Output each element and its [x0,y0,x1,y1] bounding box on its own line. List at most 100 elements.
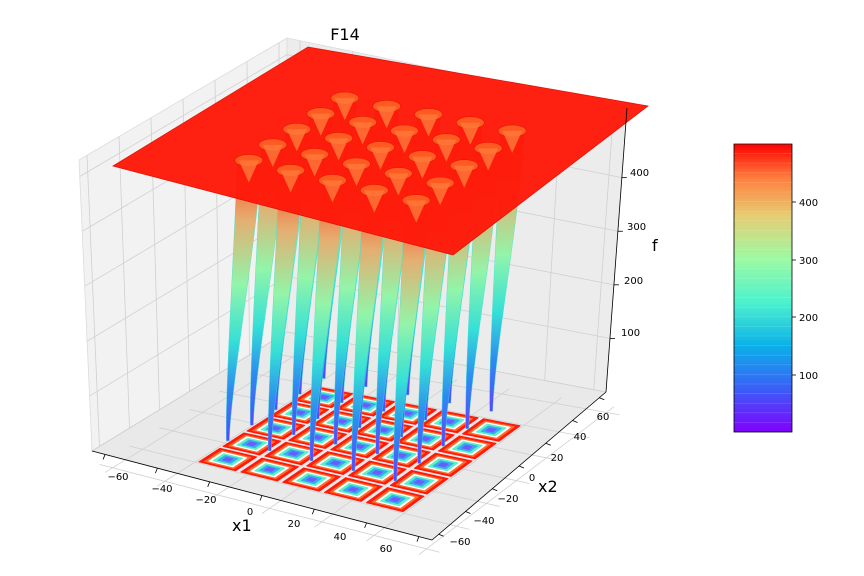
f-tick: 200 [624,276,643,287]
well-funnel [352,122,373,145]
well-funnel [280,170,301,193]
x1-tick: −20 [195,495,216,506]
contour-ring [330,460,341,466]
well-funnel [436,139,457,162]
x1-tick: 0 [247,507,253,518]
contour-ring [288,451,300,456]
colorbar-tick-label: 300 [799,256,818,267]
x2-tick: 40 [574,432,587,443]
colorbar-tick-label: 200 [799,313,818,324]
contour-ring [419,436,431,442]
tick-mark [465,511,471,514]
contour-ring [413,479,425,485]
x1-tick: −40 [151,484,172,495]
colorbar-gradient [733,143,793,433]
tick-mark [572,420,578,423]
well-funnel [364,190,385,213]
well-funnel [328,138,349,161]
grid-line [593,105,615,390]
x2-tick: 60 [597,412,610,423]
contour-ring [336,419,348,424]
contour-ring [270,425,282,431]
contour-ring [378,427,389,433]
well-funnel [322,180,343,203]
surface-well [351,186,387,472]
well-funnel [238,160,259,183]
well-funnel [430,183,451,206]
well-funnel [388,173,409,196]
contour-ring [371,470,383,476]
f-tick: 400 [630,168,649,179]
x2-tick: 0 [529,473,535,484]
tick-mark [438,533,444,537]
x1-tick: −60 [107,472,128,483]
chart-title: F14 [330,25,360,44]
colorbar-tick-label: 100 [799,371,818,382]
well-funnel [418,114,439,137]
well-funnel [376,106,397,129]
tick-mark [259,495,263,501]
grid-line [91,331,607,452]
contour-ring [318,394,330,400]
well-funnel [370,147,391,170]
x2-tick-labels: −60 −40 −20 0 20 40 60 [449,412,609,548]
surface-well [226,156,262,442]
tick-mark [364,522,367,529]
x2-tick: −20 [497,494,518,505]
well-funnel [334,98,355,121]
tick-mark [102,454,106,460]
f-tick-labels: 100 200 300 400 [621,168,649,339]
x1-axis-label: x1 [232,516,252,535]
well-funnel [262,144,283,167]
well-funnel [460,122,481,145]
contour-ring [360,403,372,408]
tick-mark [518,465,525,469]
grid-line [86,155,100,447]
x2-tick: −60 [449,537,470,548]
well-funnel [310,113,331,136]
f-axis-label: f [652,236,658,255]
well-funnel [286,129,307,152]
tick-mark [311,509,315,515]
grid-line [366,397,562,542]
contour-ring [354,444,365,449]
colorbar-tick-label: 400 [799,198,818,209]
f-tick: 300 [627,222,646,233]
well-funnel [406,200,427,223]
contour-ring [443,419,455,425]
colorbar-ticks [792,201,796,376]
well-funnel [454,165,475,188]
f-axis-line [605,107,628,393]
contour-ring [294,410,306,416]
surface-well [309,176,345,462]
tick-mark [599,397,605,401]
contour-ring [347,486,359,493]
contour-ring [306,476,317,482]
contour-ring [402,411,413,416]
f-tick: 100 [621,328,640,339]
contour-ring [461,444,473,450]
contour-ring [389,496,401,503]
well-funnel [394,131,415,154]
grid-line [418,406,615,555]
x2-tick: 20 [551,453,564,464]
well-funnel [346,163,367,186]
tick-mark [155,467,158,474]
x1-tick-labels: −60 −40 −20 0 20 40 60 [107,472,392,555]
contour-ring [312,435,324,440]
contour-ring [222,457,234,462]
tick-marks [102,177,627,542]
well-funnel [502,130,523,153]
x1-tick: 60 [380,544,393,555]
grid-line [118,136,130,429]
surface-well [267,166,303,452]
surface [111,46,649,482]
tick-mark [545,442,551,446]
well-funnel [478,148,499,171]
x2-axis-label: x2 [538,477,558,496]
tick-mark [416,536,420,542]
well-funnel [304,154,325,177]
tick-mark [492,488,498,492]
colorbar: 100 200 300 400 [733,143,818,433]
